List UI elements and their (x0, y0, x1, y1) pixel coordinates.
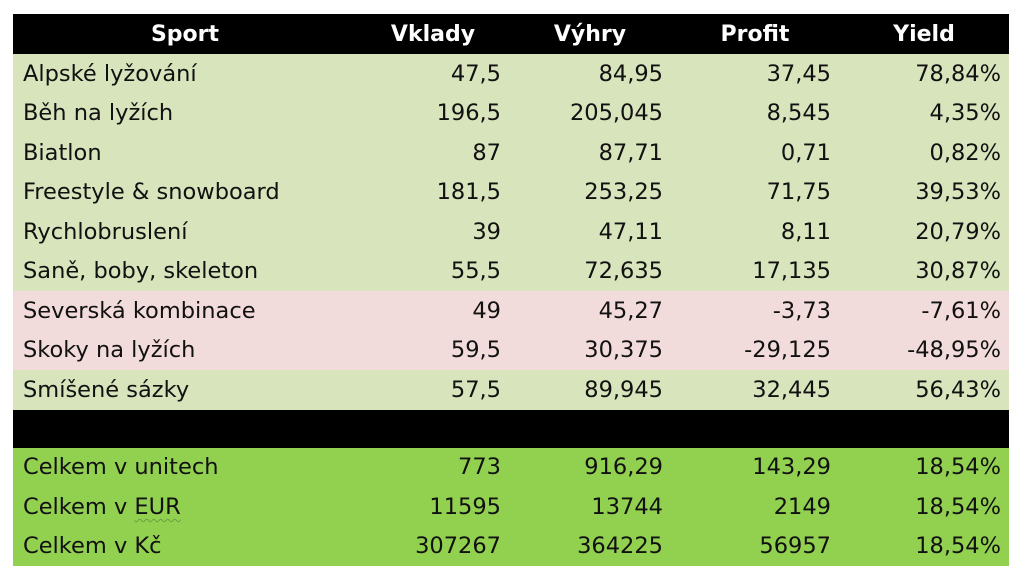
header-row: Sport Vklady Výhry Profit Yield (13, 14, 1009, 54)
sport-cell: Biatlon (23, 139, 102, 166)
total-profit-cell: 143,29 (752, 454, 831, 481)
sport-cell: Severská kombinace (23, 297, 256, 324)
table-row: Alpské lyžování 47,5 84,95 37,45 78,84% (13, 54, 1009, 94)
vklady-cell: 87 (472, 139, 501, 166)
profit-cell: 17,135 (752, 258, 831, 285)
table-row: Rychlobruslení 39 47,11 8,11 20,79% (13, 212, 1009, 252)
sport-cell: Rychlobruslení (23, 218, 188, 245)
vklady-cell: 47,5 (450, 60, 501, 87)
separator-cell (13, 410, 1009, 448)
vklady-cell: 181,5 (436, 179, 501, 206)
total-profit-cell: 2149 (773, 493, 831, 520)
yield-cell: 39,53% (915, 179, 1001, 206)
vklady-cell: 59,5 (450, 337, 501, 364)
profit-cell: 8,11 (780, 218, 831, 245)
yield-cell: -48,95% (907, 337, 1001, 364)
total-yield-cell: 18,54% (915, 493, 1001, 520)
table-row: Smíšené sázky 57,5 89,945 32,445 56,43% (13, 370, 1009, 410)
vyhry-cell: 89,945 (584, 376, 663, 403)
sport-cell: Freestyle & snowboard (23, 179, 280, 206)
vyhry-cell: 72,635 (584, 258, 663, 285)
total-row: Celkem v Kč 307267 364225 56957 18,54% (13, 526, 1009, 566)
sport-results-table: Sport Vklady Výhry Profit Yield Alpské l… (13, 14, 1009, 566)
total-row: Celkem v EUR 11595 13744 2149 18,54% (13, 487, 1009, 527)
yield-cell: 4,35% (929, 100, 1001, 127)
table-row: Freestyle & snowboard 181,5 253,25 71,75… (13, 172, 1009, 212)
total-label-cell: Celkem v EUR (13, 487, 357, 527)
header-sport: Sport (150, 21, 220, 47)
profit-cell: -29,125 (744, 337, 831, 364)
vklady-cell: 49 (472, 297, 501, 324)
vyhry-cell: 84,95 (598, 60, 663, 87)
header-yield: Yield (893, 21, 955, 47)
total-yield-cell: 18,54% (915, 533, 1001, 560)
vyhry-cell: 47,11 (598, 218, 663, 245)
sport-cell: Smíšené sázky (23, 376, 190, 403)
header-vklady: Vklady (390, 21, 476, 47)
profit-cell: 8,545 (766, 100, 831, 127)
yield-cell: -7,61% (921, 297, 1001, 324)
vklady-cell: 39 (472, 218, 501, 245)
vyhry-cell: 253,25 (584, 179, 663, 206)
vyhry-cell: 205,045 (569, 100, 663, 127)
table-row: Biatlon 87 87,71 0,71 0,82% (13, 133, 1009, 173)
total-row: Celkem v unitech 773 916,29 143,29 18,54… (13, 447, 1009, 487)
sport-cell: Běh na lyžích (23, 100, 174, 127)
vyhry-cell: 30,375 (584, 337, 663, 364)
sport-cell: Skoky na lyžích (23, 337, 196, 364)
yield-cell: 78,84% (915, 60, 1001, 87)
total-vyhry-cell: 916,29 (584, 454, 663, 481)
yield-cell: 0,82% (929, 139, 1001, 166)
table-row: Běh na lyžích 196,5 205,045 8,545 4,35% (13, 93, 1009, 133)
vyhry-cell: 45,27 (598, 297, 663, 324)
total-vklady-cell: 773 (458, 454, 501, 481)
total-profit-cell: 56957 (759, 533, 831, 560)
profit-cell: -3,73 (772, 297, 831, 324)
profit-cell: 71,75 (766, 179, 831, 206)
currency-eur-label: EUR (134, 493, 181, 520)
header-vyhry: Výhry (553, 21, 627, 47)
sport-cell: Saně, boby, skeleton (23, 258, 259, 285)
yield-cell: 20,79% (915, 218, 1001, 245)
table-row: Saně, boby, skeleton 55,5 72,635 17,135 … (13, 251, 1009, 291)
profit-cell: 37,45 (766, 60, 831, 87)
total-label-cell: Celkem v Kč (23, 533, 162, 560)
vklady-cell: 196,5 (436, 100, 501, 127)
profit-cell: 0,71 (780, 139, 831, 166)
header-profit: Profit (720, 21, 790, 47)
total-vyhry-cell: 364225 (577, 533, 663, 560)
vklady-cell: 55,5 (450, 258, 501, 285)
results-table-sheet: Sport Vklady Výhry Profit Yield Alpské l… (13, 14, 1009, 566)
total-vyhry-cell: 13744 (591, 493, 663, 520)
total-vklady-cell: 307267 (415, 533, 501, 560)
total-label-prefix: Celkem v (23, 493, 135, 520)
yield-cell: 30,87% (915, 258, 1001, 285)
vyhry-cell: 87,71 (598, 139, 663, 166)
table-row: Skoky na lyžích 59,5 30,375 -29,125 -48,… (13, 330, 1009, 370)
table-row: Severská kombinace 49 45,27 -3,73 -7,61% (13, 291, 1009, 331)
yield-cell: 56,43% (915, 376, 1001, 403)
profit-cell: 32,445 (752, 376, 831, 403)
sport-cell: Alpské lyžování (23, 60, 197, 87)
total-vklady-cell: 11595 (429, 493, 501, 520)
total-yield-cell: 18,54% (915, 454, 1001, 481)
separator-row (13, 409, 1009, 448)
vklady-cell: 57,5 (450, 376, 501, 403)
total-label-cell: Celkem v unitech (23, 454, 219, 481)
